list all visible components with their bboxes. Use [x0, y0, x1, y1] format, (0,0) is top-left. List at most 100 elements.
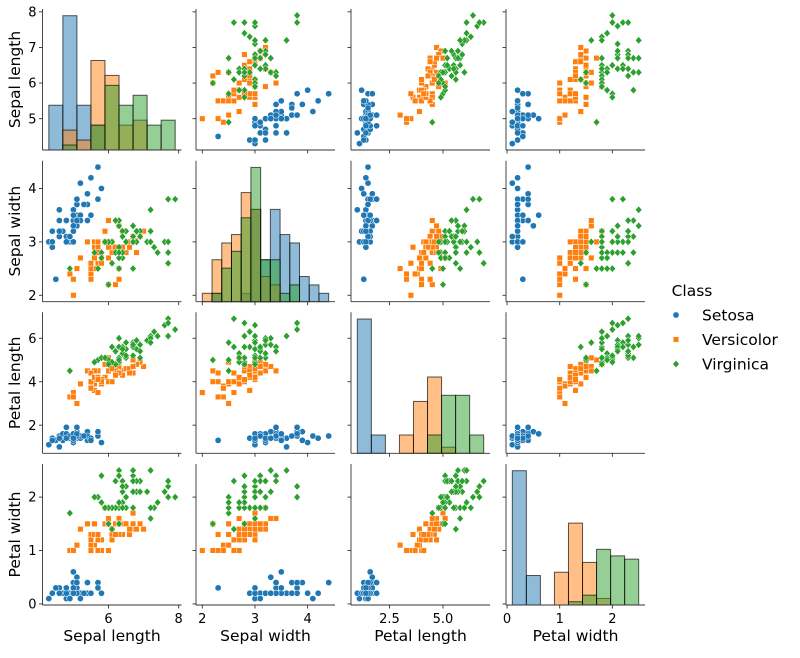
point-versicolor — [87, 265, 94, 272]
point-virginica — [598, 82, 606, 91]
point-setosa — [514, 129, 521, 137]
point-virginica — [592, 366, 601, 375]
point-versicolor — [241, 531, 248, 538]
hist-bar-virginica — [160, 119, 176, 151]
point-setosa — [309, 595, 317, 602]
point-virginica — [435, 237, 443, 246]
point-versicolor — [251, 101, 259, 108]
hist-bar-virginica — [146, 124, 162, 151]
point-virginica — [629, 216, 638, 225]
point-virginica — [582, 78, 590, 88]
point-virginica — [454, 466, 462, 475]
point-virginica — [603, 264, 611, 273]
point-virginica — [598, 360, 606, 369]
point-setosa — [80, 589, 88, 597]
point-setosa — [508, 140, 516, 147]
point-virginica — [129, 351, 137, 360]
point-setosa — [251, 122, 259, 130]
point-virginica — [293, 493, 301, 502]
point-versicolor — [87, 276, 94, 283]
point-versicolor — [236, 374, 243, 381]
point-virginica — [598, 264, 606, 273]
point-virginica — [256, 503, 264, 512]
point-virginica — [624, 336, 632, 345]
point-virginica — [251, 321, 259, 330]
point-setosa — [514, 97, 521, 105]
point-versicolor — [418, 97, 425, 104]
point-virginica — [136, 353, 144, 362]
point-versicolor — [412, 547, 419, 554]
point-setosa — [73, 217, 81, 224]
point-setosa — [277, 584, 285, 592]
point-setosa — [256, 595, 264, 602]
legend-marker-versicolor — [672, 336, 680, 343]
point-virginica — [240, 498, 249, 507]
point-virginica — [619, 237, 627, 246]
point-virginica — [153, 332, 162, 341]
point-versicolor — [414, 542, 421, 549]
point-virginica — [132, 227, 141, 236]
panel-3-3: 0 1 2 — [502, 464, 645, 627]
legend-label-virginica: Virginica — [702, 356, 769, 374]
point-virginica — [603, 68, 611, 77]
point-virginica — [240, 360, 249, 369]
point-versicolor — [556, 281, 563, 288]
point-setosa — [94, 584, 102, 592]
x-axis-label: Petal length — [374, 627, 467, 645]
point-virginica — [104, 360, 113, 369]
point-setosa — [362, 238, 370, 246]
point-versicolor — [412, 97, 419, 104]
point-versicolor — [94, 238, 102, 245]
point-virginica — [456, 514, 464, 523]
point-virginica — [629, 342, 638, 352]
point-virginica — [454, 221, 462, 230]
point-versicolor — [427, 97, 434, 104]
point-virginica — [115, 355, 123, 365]
y-tick-label: 7 — [28, 41, 36, 56]
point-setosa — [358, 86, 365, 94]
point-setosa — [87, 211, 95, 219]
point-virginica — [608, 227, 616, 236]
point-versicolor — [87, 378, 94, 385]
point-virginica — [164, 482, 172, 491]
point-versicolor — [262, 83, 269, 90]
point-virginica — [111, 216, 120, 225]
point-virginica — [150, 327, 158, 336]
point-versicolor — [582, 94, 590, 101]
point-setosa — [63, 584, 70, 592]
point-versicolor — [70, 276, 77, 283]
point-virginica — [635, 68, 643, 77]
point-setosa — [84, 579, 91, 586]
point-virginica — [592, 118, 601, 127]
point-setosa — [519, 211, 527, 219]
point-setosa — [362, 129, 370, 137]
point-setosa — [98, 439, 105, 446]
point-versicolor — [572, 276, 579, 283]
point-virginica — [635, 205, 643, 214]
hist-bar-setosa — [370, 434, 386, 454]
point-virginica — [439, 68, 447, 77]
hist-bar-virginica — [221, 267, 232, 303]
point-virginica — [282, 466, 291, 475]
point-versicolor — [137, 520, 144, 527]
point-versicolor — [567, 363, 574, 370]
point-versicolor — [572, 90, 579, 97]
point-virginica — [635, 340, 643, 349]
point-setosa — [373, 217, 380, 224]
point-virginica — [251, 493, 259, 502]
point-versicolor — [397, 112, 404, 119]
point-versicolor — [215, 97, 222, 104]
hist-bar-virginica — [427, 434, 443, 454]
point-setosa — [94, 195, 102, 203]
legend-label-versicolor: Versicolor — [702, 331, 778, 349]
point-versicolor — [561, 112, 569, 119]
point-versicolor — [422, 238, 429, 245]
point-virginica — [624, 347, 632, 356]
point-versicolor — [416, 108, 423, 115]
point-virginica — [458, 227, 466, 236]
point-virginica — [441, 503, 449, 512]
point-versicolor — [403, 115, 410, 122]
point-virginica — [129, 477, 137, 486]
point-setosa — [293, 579, 301, 586]
